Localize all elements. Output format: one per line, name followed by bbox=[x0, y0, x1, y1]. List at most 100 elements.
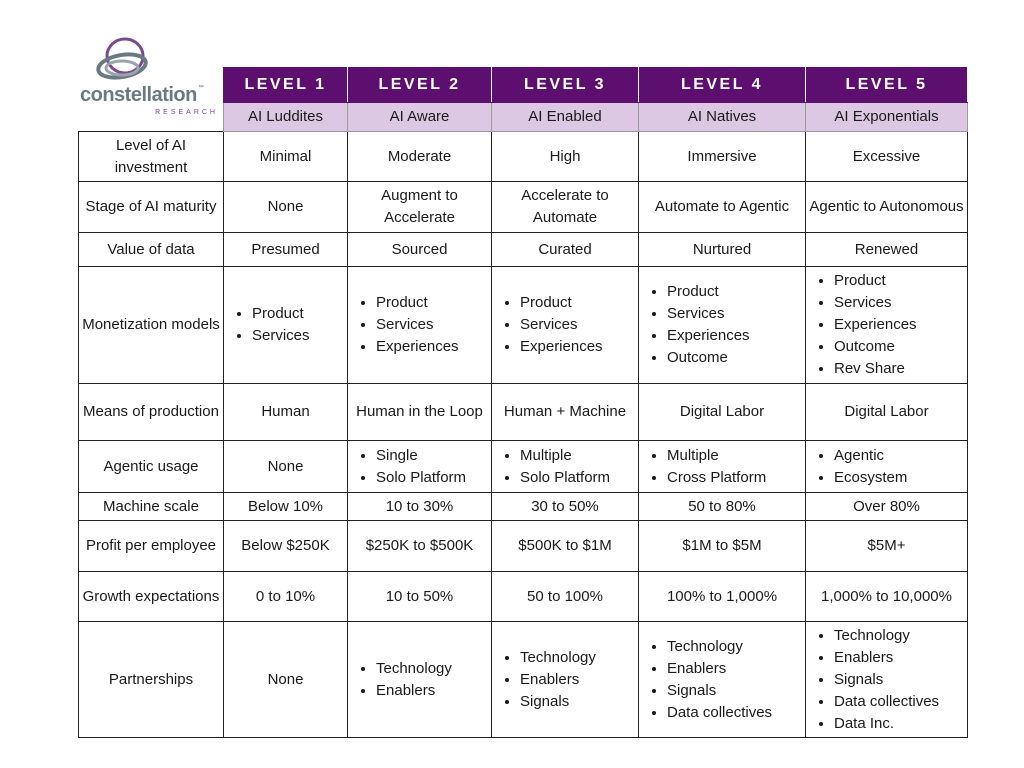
list-item: Technology bbox=[376, 658, 489, 680]
table-cell: Excessive bbox=[805, 131, 968, 182]
table-cell: Renewed bbox=[805, 232, 968, 267]
list-item: Product bbox=[252, 303, 345, 325]
bullet-list: ProductServices bbox=[226, 303, 345, 347]
list-item: Multiple bbox=[667, 445, 803, 467]
list-item: Solo Platform bbox=[376, 467, 489, 489]
level-name: AI Exponentials bbox=[805, 102, 968, 132]
corner-blank bbox=[79, 68, 224, 103]
list-item: Enablers bbox=[667, 658, 803, 680]
bullet-list: ProductServicesExperiences bbox=[494, 292, 636, 358]
orbit-logo-icon bbox=[96, 37, 148, 80]
table-cell: 10 to 30% bbox=[347, 492, 492, 521]
table-row: Monetization modelsProductServicesProduc… bbox=[78, 266, 968, 384]
table-cell: Human in the Loop bbox=[347, 383, 492, 441]
row-label: Agentic usage bbox=[78, 440, 224, 493]
row-label: Growth expectations bbox=[78, 571, 224, 622]
table-cell: ProductServicesExperiences bbox=[491, 266, 639, 384]
table-row: Value of data Presumed Sourced Curated Nurtu… bbox=[78, 232, 968, 267]
list-item: Signals bbox=[667, 680, 803, 702]
bullet-list: TechnologyEnablersSignalsData collective… bbox=[808, 625, 965, 735]
row-label: Level of AI investment bbox=[78, 131, 224, 182]
bullet-list: SingleSolo Platform bbox=[350, 445, 489, 489]
table-cell: Human bbox=[223, 383, 348, 441]
table-row: PartnershipsNoneTechnologyEnablersTechno… bbox=[78, 621, 968, 738]
level-name-row: AI Luddites AI Aware AI Enabled AI Natives A… bbox=[79, 102, 968, 132]
bullet-list: TechnologyEnablers bbox=[350, 658, 489, 702]
logo-subtitle: RESEARCH bbox=[155, 109, 218, 116]
table-cell: Moderate bbox=[347, 131, 492, 182]
list-item: Outcome bbox=[834, 336, 965, 358]
list-item: Agentic bbox=[834, 445, 965, 467]
level-header: LEVEL 5 bbox=[805, 67, 968, 103]
table-cell: Human + Machine bbox=[491, 383, 639, 441]
table-cell: TechnologyEnablers bbox=[347, 621, 492, 738]
table-cell: TechnologyEnablersSignalsData collective… bbox=[805, 621, 968, 738]
table-cell: SingleSolo Platform bbox=[347, 440, 492, 493]
table-cell: AgenticEcosystem bbox=[805, 440, 968, 493]
bullet-list: ProductServicesExperiencesOutcome bbox=[641, 281, 803, 369]
level-name: AI Luddites bbox=[223, 102, 348, 132]
logo-tm: ™ bbox=[197, 85, 204, 91]
row-label: Profit per employee bbox=[78, 520, 224, 572]
table-cell: $500K to $1M bbox=[491, 520, 639, 572]
level-name: AI Aware bbox=[347, 102, 492, 132]
table-cell: 10 to 50% bbox=[347, 571, 492, 622]
row-label: Stage of AI maturity bbox=[78, 181, 224, 233]
logo-wordmark-row: constellation ™ bbox=[80, 84, 204, 106]
table-row: Means of production Human Human in the Loo… bbox=[78, 383, 968, 441]
table-cell: TechnologyEnablersSignalsData collective… bbox=[638, 621, 806, 738]
table-cell: $1M to $5M bbox=[638, 520, 806, 572]
list-item: Technology bbox=[667, 636, 803, 658]
list-item: Services bbox=[667, 303, 803, 325]
list-item: Product bbox=[667, 281, 803, 303]
table-cell: 30 to 50% bbox=[491, 492, 639, 521]
table-cell: Curated bbox=[491, 232, 639, 267]
table-cell: 0 to 10% bbox=[223, 571, 348, 622]
list-item: Services bbox=[834, 292, 965, 314]
list-item: Data Inc. bbox=[834, 713, 965, 735]
table-row: Stage of AI maturity None Augment to Accel… bbox=[78, 181, 968, 233]
bullet-list: MultipleSolo Platform bbox=[494, 445, 636, 489]
list-item: Outcome bbox=[667, 347, 803, 369]
list-item: Data collectives bbox=[667, 702, 803, 724]
list-item: Experiences bbox=[667, 325, 803, 347]
table-cell: ProductServicesExperiencesOutcome bbox=[638, 266, 806, 384]
bullet-list: ProductServicesExperiences bbox=[350, 292, 489, 358]
table-cell: Immersive bbox=[638, 131, 806, 182]
list-item: Services bbox=[252, 325, 345, 347]
level-header: LEVEL 2 bbox=[347, 67, 492, 103]
table-cell: Minimal bbox=[223, 131, 348, 182]
table-cell: High bbox=[491, 131, 639, 182]
table-cell: Below $250K bbox=[223, 520, 348, 572]
constellation-research-logo: constellation ™ RESEARCH bbox=[78, 37, 222, 120]
table-cell: Over 80% bbox=[805, 492, 968, 521]
table-row: Growth expectations 0 to 10% 10 to 50% 50 t… bbox=[78, 571, 968, 622]
table-cell: Digital Labor bbox=[638, 383, 806, 441]
level-name: AI Natives bbox=[638, 102, 806, 132]
row-label: Partnerships bbox=[78, 621, 224, 738]
table-cell: Sourced bbox=[347, 232, 492, 267]
level-header: LEVEL 1 bbox=[223, 67, 348, 103]
table-cell: ProductServicesExperiences bbox=[347, 266, 492, 384]
table-cell: None bbox=[223, 440, 348, 493]
list-item: Single bbox=[376, 445, 489, 467]
list-item: Product bbox=[834, 270, 965, 292]
ai-maturity-table: LEVEL 1 LEVEL 2 LEVEL 3 LEVEL 4 LEVEL 5 AI Lu… bbox=[78, 67, 968, 738]
row-label: Monetization models bbox=[78, 266, 224, 384]
table-row: Agentic usageNoneSingleSolo PlatformMult… bbox=[78, 440, 968, 493]
table-cell: 1,000% to 10,000% bbox=[805, 571, 968, 622]
list-item: Services bbox=[520, 314, 636, 336]
table-cell: Digital Labor bbox=[805, 383, 968, 441]
list-item: Enablers bbox=[834, 647, 965, 669]
bullet-list: TechnologyEnablersSignalsData collective… bbox=[641, 636, 803, 724]
list-item: Experiences bbox=[376, 336, 489, 358]
table-cell: 100% to 1,000% bbox=[638, 571, 806, 622]
list-item: Signals bbox=[520, 691, 636, 713]
row-label: Value of data bbox=[78, 232, 224, 267]
table-row: Profit per employee Below $250K $250K to $… bbox=[78, 520, 968, 572]
bullet-list: ProductServicesExperiencesOutcomeRev Sha… bbox=[808, 270, 965, 380]
level-header: LEVEL 4 bbox=[638, 67, 806, 103]
table-cell: MultipleCross Platform bbox=[638, 440, 806, 493]
table-cell: Presumed bbox=[223, 232, 348, 267]
bullet-list: AgenticEcosystem bbox=[808, 445, 965, 489]
